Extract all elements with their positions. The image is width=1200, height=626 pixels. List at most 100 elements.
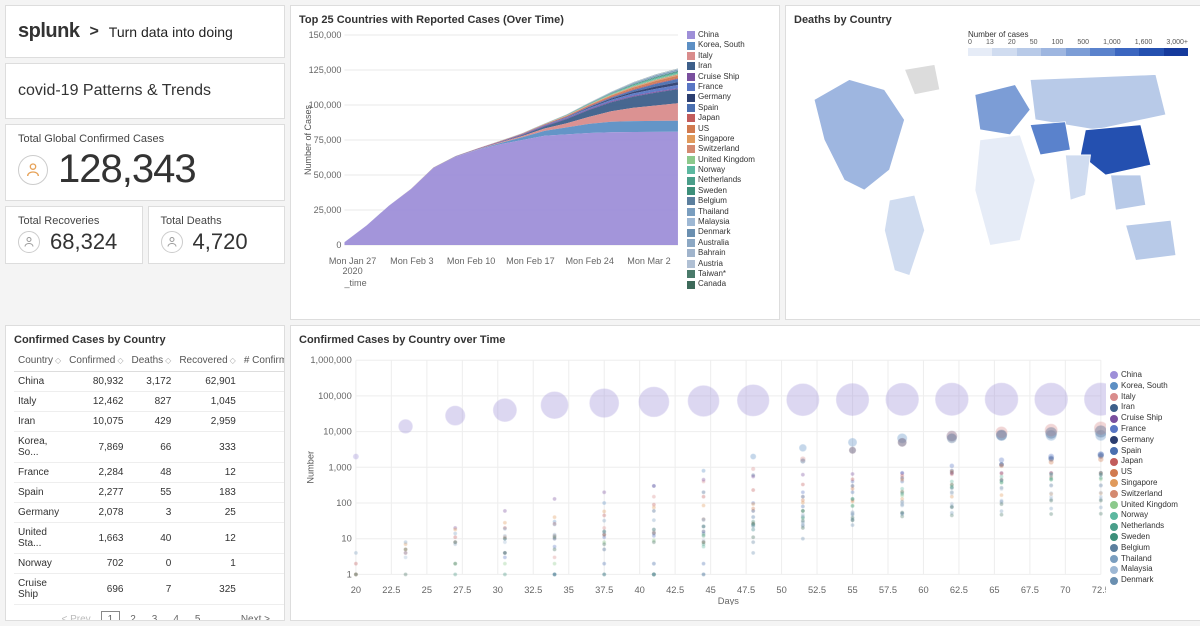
area-chart[interactable]: 025,00050,00075,000100,000125,000150,000…: [299, 30, 683, 290]
legend-item[interactable]: Italy: [687, 51, 771, 61]
table-row[interactable]: Iran10,0754292,959194: [14, 412, 285, 432]
svg-text:Mon Mar 2: Mon Mar 2: [627, 256, 670, 266]
table-row[interactable]: Italy12,4628271,045240: [14, 392, 285, 412]
legend-item[interactable]: Korea, South: [687, 40, 771, 50]
table-row[interactable]: Germany2,07832540: [14, 503, 285, 523]
table-row[interactable]: Korea, So...7,86966333151: [14, 432, 285, 463]
legend-item[interactable]: Iran: [687, 61, 771, 71]
pager-page[interactable]: 3: [146, 612, 164, 621]
legend-item[interactable]: Italy: [1110, 392, 1196, 403]
column-header[interactable]: Country◇: [14, 350, 65, 372]
legend-item[interactable]: Denmark: [1110, 575, 1196, 586]
svg-text:50: 50: [776, 585, 786, 595]
pager-page[interactable]: ...: [210, 612, 230, 621]
pager-page[interactable]: 4: [167, 612, 185, 621]
table-panel: Confirmed Cases by Country Country◇Confi…: [5, 325, 285, 621]
choropleth-map[interactable]: [794, 30, 1196, 310]
svg-text:100: 100: [336, 498, 352, 508]
pager-page[interactable]: 1: [101, 611, 121, 621]
legend-item[interactable]: Taiwan*: [687, 269, 771, 279]
legend-item[interactable]: Sweden: [687, 186, 771, 196]
legend-item[interactable]: France: [687, 82, 771, 92]
table-row[interactable]: China80,9323,17262,9011,303: [14, 372, 285, 392]
svg-text:125,000: 125,000: [309, 65, 342, 75]
legend-item[interactable]: Singapore: [687, 134, 771, 144]
legend-item[interactable]: Cruise Ship: [687, 72, 771, 82]
brand-tagline: Turn data into doing: [109, 24, 233, 40]
table-row[interactable]: Cruise Ship696732513: [14, 574, 285, 605]
legend-item[interactable]: Bahrain: [687, 248, 771, 258]
legend-item[interactable]: Germany: [1110, 435, 1196, 446]
legend-item[interactable]: Singapore: [1110, 478, 1196, 489]
svg-text:25,000: 25,000: [314, 205, 342, 215]
legend-item[interactable]: Norway: [1110, 510, 1196, 521]
table-row[interactable]: France2,284481244: [14, 463, 285, 483]
legend-item[interactable]: Malaysia: [1110, 564, 1196, 575]
legend-item[interactable]: Switzerland: [687, 144, 771, 154]
svg-text:Number of Cases: Number of Cases: [303, 105, 313, 175]
pager-page[interactable]: 2: [124, 612, 142, 621]
svg-text:25: 25: [422, 585, 432, 595]
legend-item[interactable]: Netherlands: [1110, 521, 1196, 532]
legend-item[interactable]: Canada: [687, 279, 771, 289]
svg-text:22.5: 22.5: [382, 585, 400, 595]
legend-item[interactable]: Spain: [1110, 446, 1196, 457]
pager-page[interactable]: 5: [189, 612, 207, 621]
svg-text:10,000: 10,000: [323, 427, 351, 437]
legend-item[interactable]: Malaysia: [687, 217, 771, 227]
cases-table[interactable]: Country◇Confirmed◇Deaths◇Recovered◇# Con…: [14, 350, 285, 605]
legend-item[interactable]: Japan: [687, 113, 771, 123]
svg-text:0: 0: [336, 240, 341, 250]
legend-item[interactable]: Thailand: [1110, 554, 1196, 565]
column-header[interactable]: Recovered◇: [175, 350, 240, 372]
legend-item[interactable]: Germany: [687, 92, 771, 102]
legend-item[interactable]: Denmark: [687, 227, 771, 237]
table-row[interactable]: United Sta...1,66340129: [14, 523, 285, 554]
legend-item[interactable]: United Kingdom: [687, 155, 771, 165]
legend-item[interactable]: US: [1110, 467, 1196, 478]
legend-item[interactable]: Austria: [687, 259, 771, 269]
legend-item[interactable]: Belgium: [687, 196, 771, 206]
svg-text:67.5: 67.5: [1021, 585, 1039, 595]
svg-text:40: 40: [635, 585, 645, 595]
legend-item[interactable]: Belgium: [1110, 543, 1196, 554]
svg-text:2020: 2020: [342, 266, 362, 276]
legend-item[interactable]: Korea, South: [1110, 381, 1196, 392]
legend-item[interactable]: Sweden: [1110, 532, 1196, 543]
svg-text:35: 35: [564, 585, 574, 595]
table-pager[interactable]: < Prev 12345... Next >: [14, 605, 276, 621]
legend-item[interactable]: United Kingdom: [1110, 500, 1196, 511]
svg-text:70: 70: [1060, 585, 1070, 595]
column-header[interactable]: Confirmed◇: [65, 350, 127, 372]
legend-item[interactable]: China: [1110, 370, 1196, 381]
legend-item[interactable]: Cruise Ship: [1110, 413, 1196, 424]
kpi-recoveries-value: 68,324: [50, 229, 117, 255]
map-panel: Deaths by Country Number of cases 013205…: [785, 5, 1200, 320]
svg-text:100,000: 100,000: [318, 391, 352, 401]
table-row[interactable]: Spain2,2775518344: [14, 483, 285, 503]
legend-item[interactable]: France: [1110, 424, 1196, 435]
svg-text:1,000,000: 1,000,000: [310, 355, 351, 365]
pager-prev[interactable]: < Prev: [55, 612, 96, 621]
svg-text:42.5: 42.5: [666, 585, 684, 595]
column-header[interactable]: # Confirmed/Day◇: [240, 350, 285, 372]
legend-item[interactable]: Australia: [687, 238, 771, 248]
svg-text:1: 1: [347, 570, 352, 580]
pager-next[interactable]: Next >: [235, 612, 276, 621]
legend-item[interactable]: Norway: [687, 165, 771, 175]
column-header[interactable]: Deaths◇: [127, 350, 175, 372]
table-row[interactable]: Norway7020114: [14, 554, 285, 574]
legend-item[interactable]: Japan: [1110, 456, 1196, 467]
bubble-chart[interactable]: 1101001,00010,000100,0001,000,0002022.52…: [299, 350, 1106, 605]
legend-item[interactable]: US: [687, 124, 771, 134]
legend-item[interactable]: Iran: [1110, 402, 1196, 413]
legend-item[interactable]: Netherlands: [687, 175, 771, 185]
legend-item[interactable]: Spain: [687, 103, 771, 113]
legend-item[interactable]: Thailand: [687, 207, 771, 217]
brand-panel: splunk > Turn data into doing: [5, 5, 285, 58]
person-icon: [18, 231, 40, 253]
legend-item[interactable]: Switzerland: [1110, 489, 1196, 500]
person-icon: [18, 155, 48, 185]
legend-item[interactable]: China: [687, 30, 771, 40]
svg-text:Mon Feb 24: Mon Feb 24: [565, 256, 613, 266]
